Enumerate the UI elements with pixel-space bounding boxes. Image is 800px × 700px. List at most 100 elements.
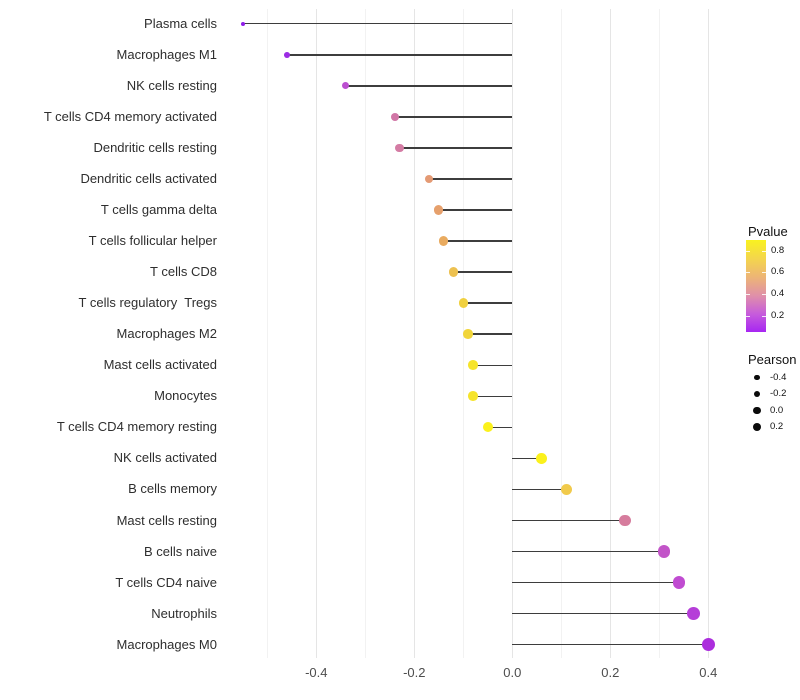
colorbar-tick — [762, 250, 766, 252]
gridline — [413, 9, 415, 658]
category-label: T cells follicular helper — [88, 233, 217, 249]
colorbar-tick-label: 0.2 — [771, 309, 785, 321]
pearson-legend-title: Pearson — [748, 352, 797, 367]
category-label: NK cells resting — [126, 77, 217, 93]
lollipop-stem — [394, 116, 513, 118]
gridline — [364, 9, 366, 658]
colorbar-tick-label: 0.4 — [771, 287, 785, 299]
pearson-key-label: -0.2 — [770, 388, 787, 399]
gridline — [560, 9, 562, 658]
lollipop-stem — [473, 364, 513, 366]
category-label: Dendritic cells resting — [93, 139, 217, 155]
x-tick-label: -0.2 — [403, 665, 426, 680]
lollipop-stem — [512, 488, 567, 491]
lollipop-dot — [468, 360, 478, 371]
category-label: Macrophages M2 — [116, 326, 217, 342]
gridline — [707, 9, 709, 658]
lollipop-dot — [468, 391, 478, 402]
lollipop-dot — [657, 545, 671, 558]
colorbar-tick — [762, 315, 766, 317]
colorbar-tick-label: 0.6 — [771, 266, 785, 277]
pvalue-legend-title: Pvalue — [748, 224, 788, 239]
category-label: T cells CD8 — [150, 264, 217, 280]
lollipop-dot — [536, 453, 548, 464]
category-label: T cells CD4 memory activated — [43, 108, 217, 124]
pearson-key-label: 0.0 — [770, 404, 784, 416]
pearson-key-dot — [754, 374, 760, 381]
lollipop-stem — [468, 333, 513, 335]
pearson-key-label: -0.4 — [770, 371, 787, 383]
lollipop-stem — [443, 240, 513, 242]
lollipop-dot — [458, 298, 468, 308]
lollipop-dot — [342, 82, 350, 90]
pearson-key-dot — [752, 422, 762, 432]
category-label: T cells gamma delta — [100, 202, 217, 217]
category-label: Dendritic cells activated — [80, 170, 217, 186]
lollipop-dot — [284, 51, 290, 58]
lollipop-dot — [482, 422, 493, 433]
lollipop-stem — [242, 22, 513, 25]
colorbar-tick — [746, 315, 750, 317]
colorbar-tick — [746, 293, 750, 295]
category-label: Macrophages M0 — [116, 636, 217, 652]
colorbar-tick-label: 0.8 — [771, 244, 785, 256]
lollipop-dot — [434, 205, 444, 215]
colorbar-tick — [746, 250, 750, 252]
lollipop-stem — [512, 519, 625, 522]
gridline — [315, 9, 317, 658]
category-label: Neutrophils — [151, 605, 217, 621]
pvalue-colorbar — [746, 240, 766, 332]
x-tick-label: 0.4 — [699, 665, 718, 680]
pearson-key-label: 0.2 — [770, 421, 784, 432]
x-tick-label: -0.4 — [305, 665, 328, 680]
lollipop-stem — [463, 302, 513, 304]
lollipop-dot — [463, 329, 473, 339]
lollipop-stem — [512, 581, 679, 584]
lollipop-dot — [390, 112, 399, 121]
gridline — [511, 9, 513, 658]
colorbar-tick — [746, 272, 750, 273]
lollipop-stem — [453, 271, 513, 273]
lollipop-stem — [429, 178, 513, 180]
category-label: T cells CD4 naive — [115, 574, 217, 590]
category-label: B cells naive — [144, 543, 217, 559]
lollipop-stem — [512, 457, 542, 460]
lollipop-stem — [438, 209, 513, 211]
category-label: Mast cells activated — [103, 357, 217, 373]
lollipop-dot — [560, 483, 572, 495]
lollipop-stem — [512, 550, 665, 553]
colorbar-tick — [762, 272, 766, 273]
x-tick-label: 0.0 — [503, 665, 522, 680]
gridline — [462, 9, 464, 658]
lollipop-dot — [240, 21, 245, 26]
lollipop-stem — [286, 54, 513, 56]
lollipop-dot — [439, 236, 449, 246]
lollipop-dot — [687, 607, 700, 621]
category-label: Plasma cells — [144, 15, 217, 31]
lollipop-dot — [672, 576, 686, 589]
lollipop-stem — [399, 147, 513, 149]
pearson-key-dot — [753, 406, 761, 415]
lollipop-stem — [345, 85, 513, 87]
lollipop-stem — [473, 395, 513, 398]
lollipop-dot — [448, 267, 459, 277]
lollipop-dot — [424, 174, 434, 184]
lollipop-stem — [512, 643, 709, 646]
category-label: Monocytes — [154, 388, 217, 404]
x-tick-label: 0.2 — [601, 665, 620, 680]
pearson-key-dot — [753, 390, 761, 398]
gridline — [658, 9, 660, 658]
colorbar-tick — [762, 293, 766, 295]
category-label: Mast cells resting — [116, 512, 217, 528]
category-label: Macrophages M1 — [116, 46, 217, 62]
gridline — [266, 9, 268, 658]
category-label: T cells regulatory Tregs — [78, 295, 217, 311]
category-label: NK cells activated — [113, 450, 217, 466]
lollipop-dot — [701, 638, 715, 652]
lollipop-dot — [619, 514, 631, 527]
gridline — [609, 9, 611, 658]
category-label: B cells memory — [128, 481, 217, 497]
category-label: T cells CD4 memory resting — [56, 419, 217, 435]
